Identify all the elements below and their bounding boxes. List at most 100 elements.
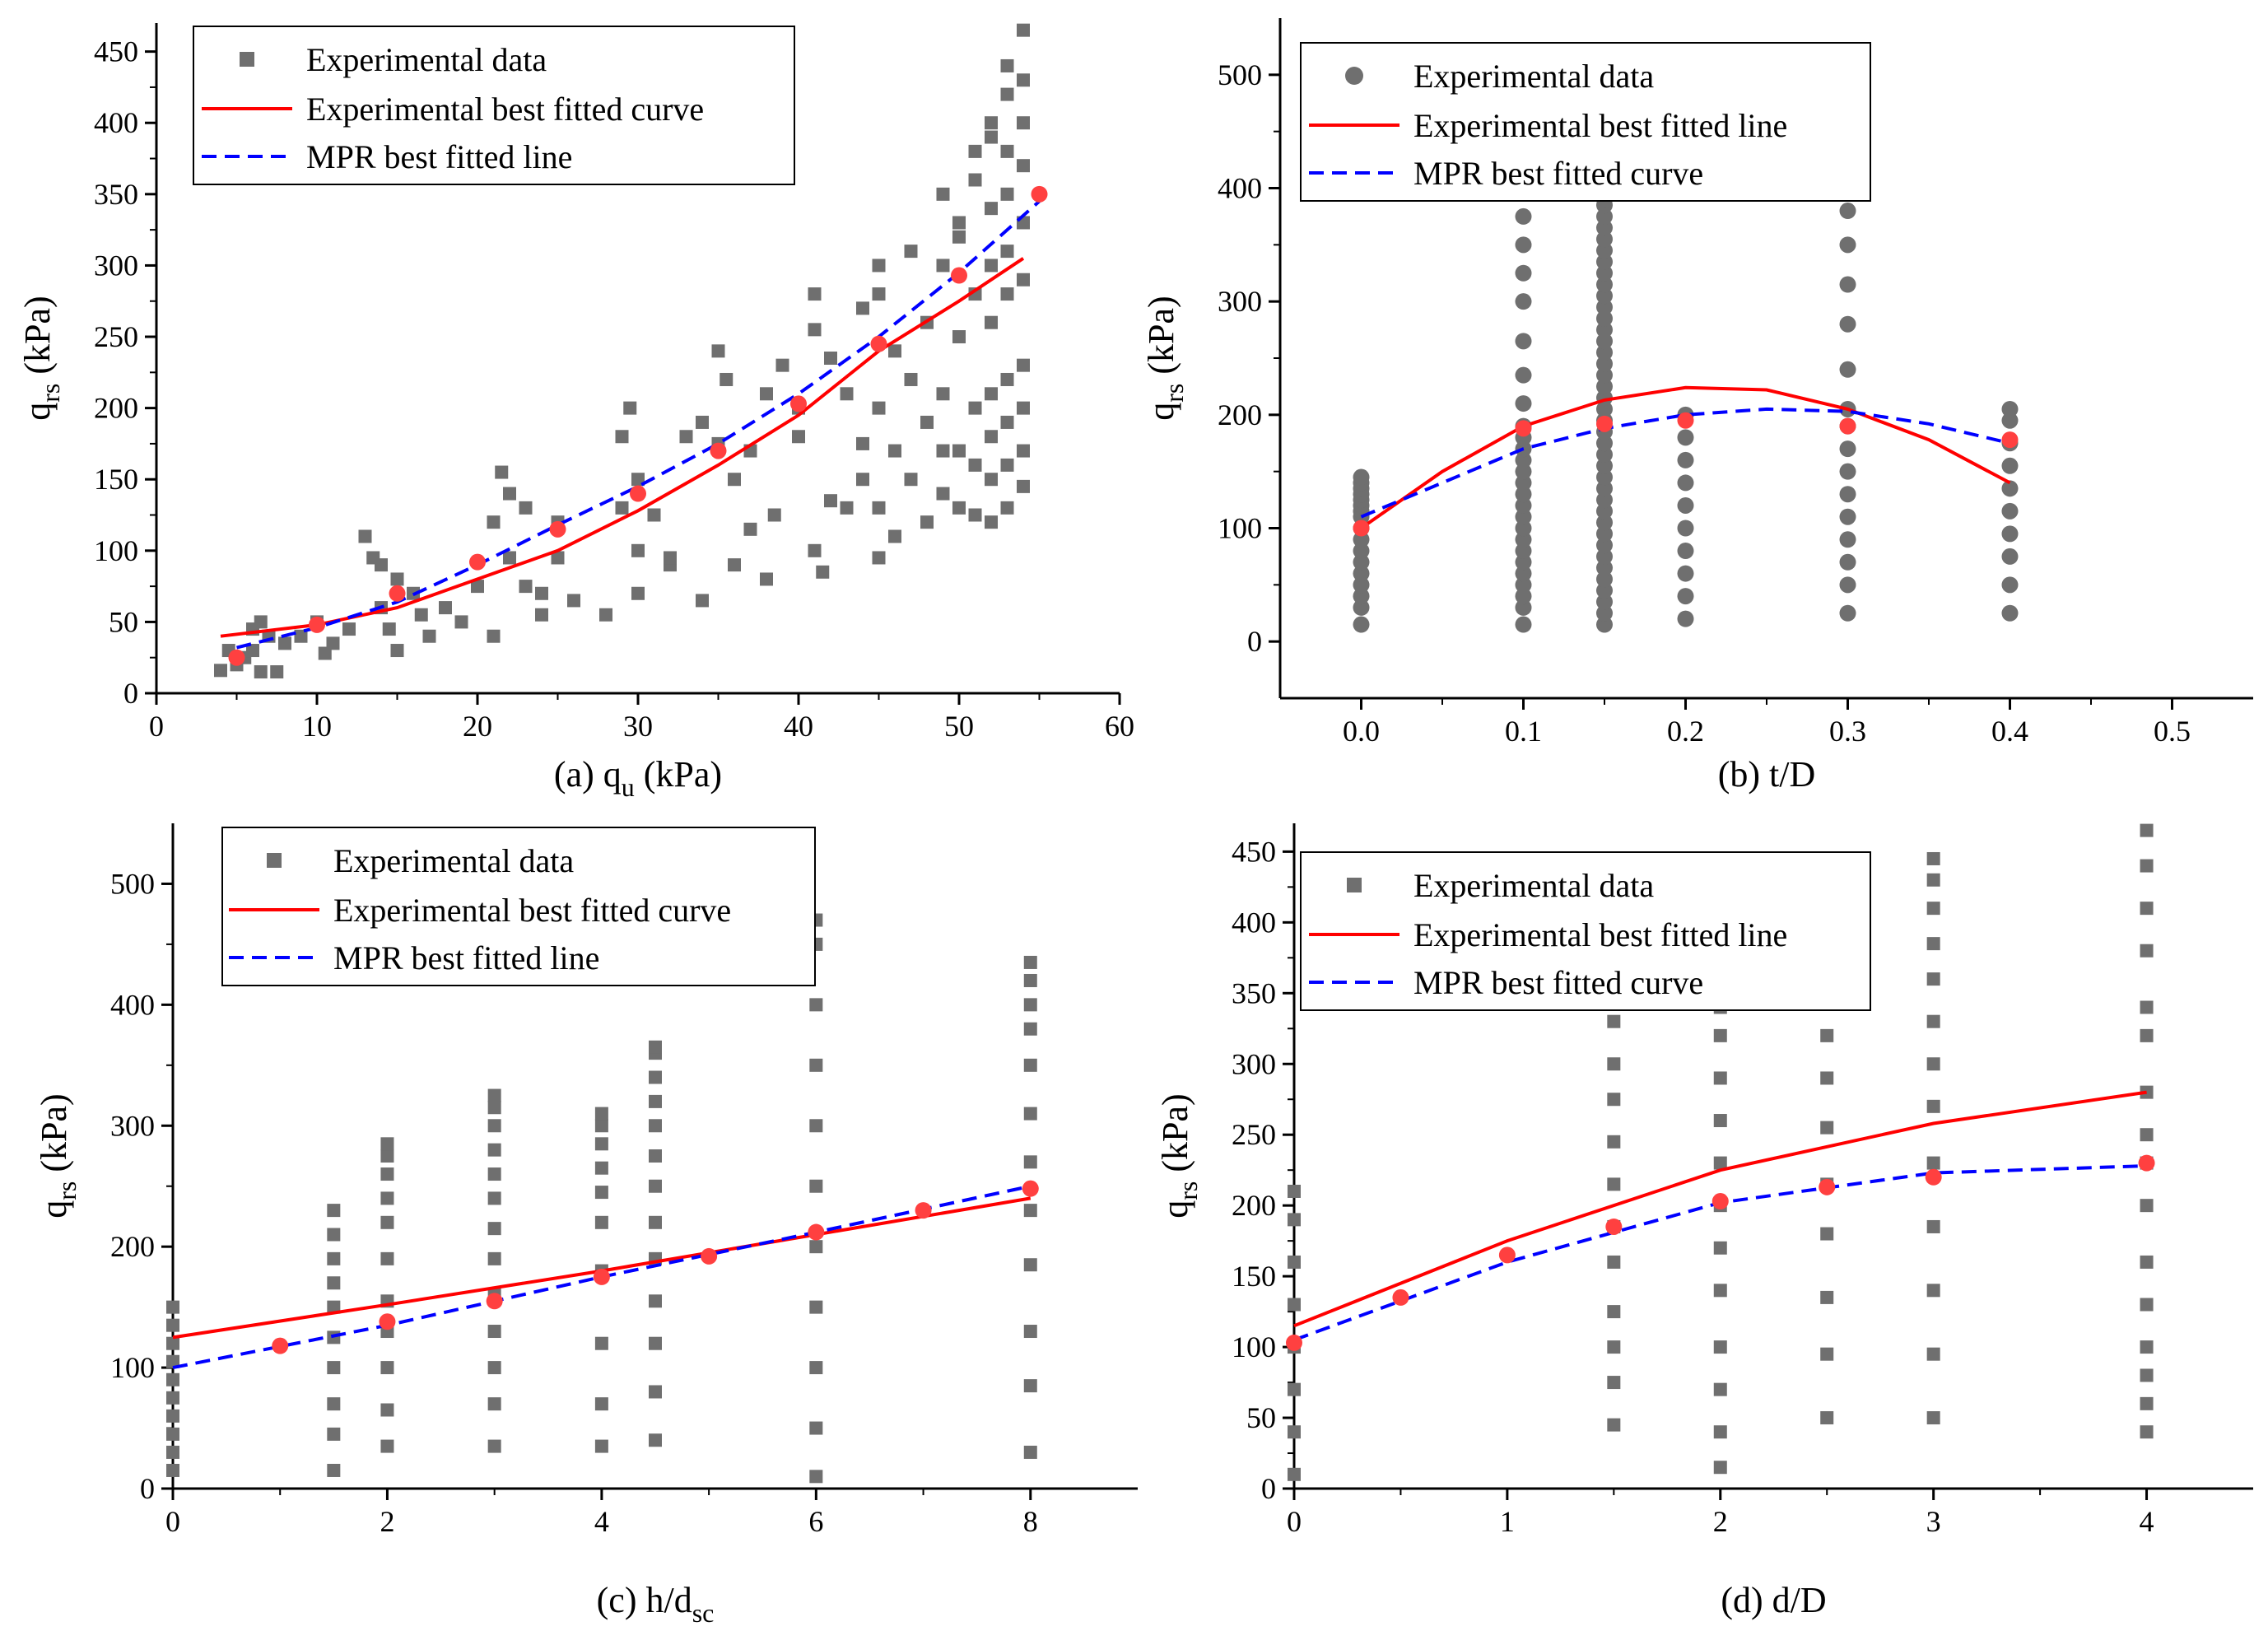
panel-caption: (a) qu (kPa) [554,754,722,802]
experimental-point [487,1101,501,1115]
experimental-point [2001,400,2019,417]
experimental-point [1353,468,1370,486]
experimental-point [1677,451,1694,468]
x-tick-label: 0.1 [1505,715,1542,748]
x-tick-label: 0 [149,710,164,743]
experimental-point [936,187,950,201]
experimental-point [342,622,356,636]
experimental-point [2001,502,2019,520]
experimental-point [985,387,998,401]
experimental-point [985,473,998,487]
experimental-point [1713,1071,1727,1085]
y-axis-title: qrs (kPa) [17,296,65,420]
experimental-point [1820,1290,1834,1304]
y-tick-label: 0 [1247,625,1262,658]
experimental-point [1820,1071,1834,1085]
experimental-point [985,259,998,273]
experimental-point [422,629,436,643]
experimental-point [327,1463,341,1477]
experimental-point [594,1397,608,1411]
experimental-point [728,473,741,487]
experimental-point [1023,1325,1037,1339]
experimental-point [809,998,823,1012]
experimental-point [414,608,428,622]
experimental-point [1288,1255,1301,1269]
experimental-point [936,444,950,458]
experimental-point [375,558,388,572]
experimental-point [1677,588,1694,605]
experimental-point [1000,245,1014,259]
experimental-point [1926,1219,1940,1233]
y-axis-title-tail: (kPa) [1155,1093,1195,1181]
y-axis-title-sub: rs [35,384,65,403]
experimental-point [1288,1298,1301,1312]
experimental-point [166,1391,179,1405]
y-axis-title: qrs (kPa) [1155,1093,1203,1218]
experimental-point [1926,1347,1940,1361]
experimental-point [1596,571,1613,588]
experimental-point [1515,531,1532,548]
experimental-point [1596,593,1613,610]
experimental-point [809,1179,823,1193]
experimental-fit-curve [220,257,1025,638]
experimental-point [2140,1000,2154,1014]
experimental-point [1596,480,1613,497]
experimental-point [1353,565,1370,582]
x-tick-label: 10 [302,710,332,743]
mpr-fit-curve [236,200,1041,650]
experimental-point [615,501,629,515]
caption-tail: (kPa) [635,754,722,795]
experimental-point [1515,520,1532,537]
experimental-point [1515,207,1532,225]
experimental-point [952,230,966,244]
experimental-point [1926,1284,1940,1298]
fitted-value-marker [228,649,245,666]
experimental-point [1515,543,1532,560]
experimental-point [1000,58,1014,72]
experimental-point [487,1088,501,1102]
experimental-point [327,1300,341,1314]
experimental-point [1000,458,1014,472]
experimental-point [1713,1382,1727,1396]
fitted-value-marker [2001,431,2019,449]
experimental-point [1596,548,1613,565]
experimental-point [1000,287,1014,301]
experimental-point [166,1445,179,1459]
experimental-point [1017,116,1030,130]
experimental-point [487,1397,501,1411]
experimental-point [743,522,757,536]
experimental-point [594,1186,608,1200]
legend: Experimental data Experimental best fitte… [193,26,795,185]
experimental-point [1839,553,1856,571]
y-tick-label: 0 [1261,1472,1276,1505]
caption-main: (d) d/D [1721,1580,1826,1620]
experimental-point [1023,955,1037,969]
experimental-point [1288,1184,1301,1198]
experimental-point [166,1372,179,1386]
experimental-point [380,1215,394,1229]
fitted-value-marker [1392,1289,1409,1306]
legend: Experimental data Experimental best fitte… [221,827,816,986]
experimental-point [166,1336,179,1350]
experimental-point [1596,537,1613,554]
y-tick-label: 300 [110,1109,155,1142]
experimental-point [1820,1347,1834,1361]
fitted-value-marker [1677,412,1694,429]
panel-caption: (c) h/dsc [597,1580,715,1628]
experimental-point [1353,599,1370,616]
panel-caption: (b) t/D [1718,754,1816,795]
fitted-value-marker [379,1313,396,1330]
experimental-point [1596,400,1613,417]
y-tick-label: 200 [94,392,138,425]
experimental-point [1820,1121,1834,1135]
experimental-point [1515,616,1532,633]
experimental-point [1515,576,1532,594]
experimental-point [649,1040,662,1054]
experimental-point [1515,553,1532,571]
experimental-point [840,387,854,401]
fitted-value-marker [1925,1168,1942,1186]
experimental-point [1353,616,1370,633]
fitted-value-marker [870,335,887,352]
experimental-point [1596,525,1613,543]
